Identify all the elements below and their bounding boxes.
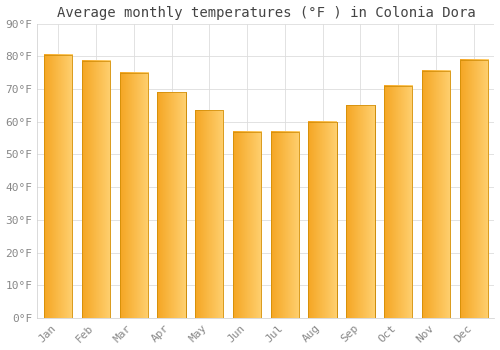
Bar bbox=[308, 122, 337, 318]
Bar bbox=[44, 55, 72, 318]
Bar bbox=[384, 86, 412, 318]
Bar bbox=[270, 132, 299, 318]
Bar bbox=[158, 92, 186, 318]
Bar bbox=[233, 132, 261, 318]
Bar bbox=[422, 71, 450, 318]
Bar bbox=[195, 110, 224, 318]
Bar bbox=[233, 132, 261, 318]
Bar bbox=[346, 105, 374, 318]
Bar bbox=[82, 61, 110, 318]
Bar bbox=[384, 86, 412, 318]
Bar bbox=[120, 72, 148, 318]
Bar bbox=[195, 110, 224, 318]
Bar bbox=[82, 61, 110, 318]
Bar bbox=[120, 72, 148, 318]
Bar bbox=[44, 55, 72, 318]
Title: Average monthly temperatures (°F ) in Colonia Dora: Average monthly temperatures (°F ) in Co… bbox=[56, 6, 476, 20]
Bar bbox=[460, 60, 488, 318]
Bar bbox=[158, 92, 186, 318]
Bar bbox=[422, 71, 450, 318]
Bar bbox=[308, 122, 337, 318]
Bar bbox=[270, 132, 299, 318]
Bar bbox=[460, 60, 488, 318]
Bar bbox=[346, 105, 374, 318]
